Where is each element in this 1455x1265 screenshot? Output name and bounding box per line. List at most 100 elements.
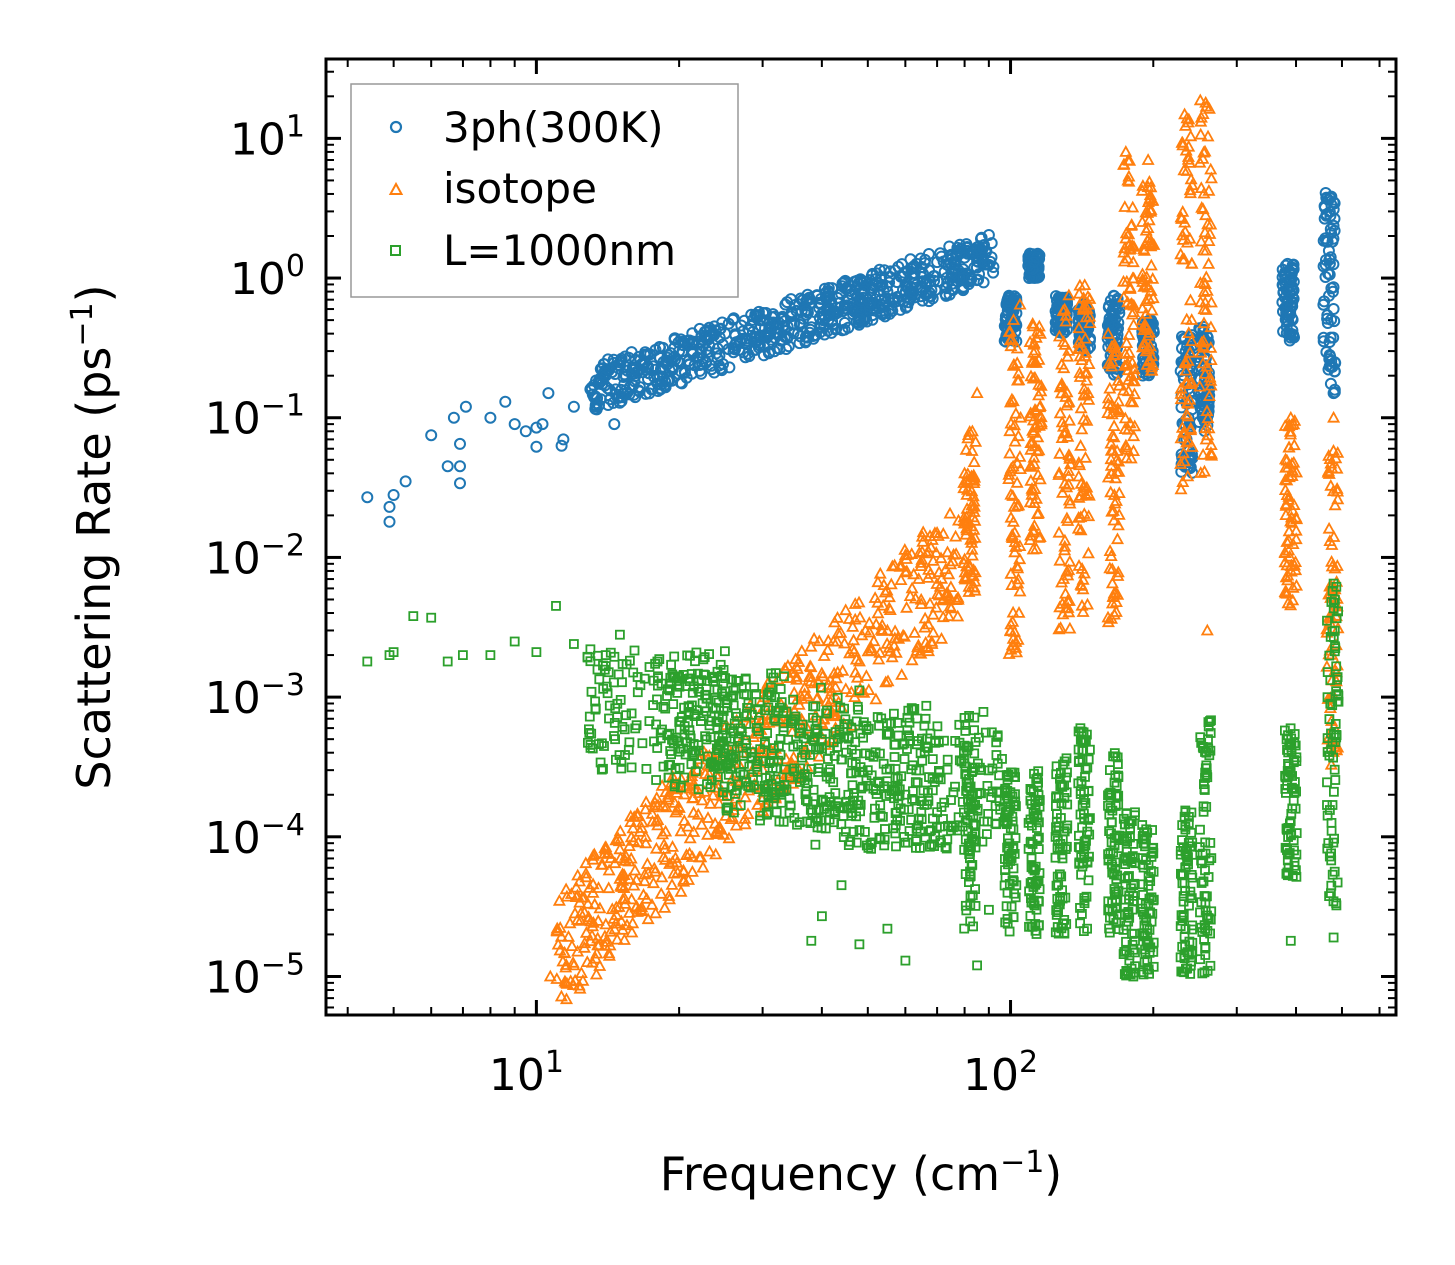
- data-point: [1101, 326, 1115, 339]
- data-point: [1083, 815, 1094, 825]
- y-tick-label: 100: [230, 249, 305, 305]
- data-point: [613, 356, 626, 369]
- data-point: [812, 634, 826, 647]
- data-point: [1027, 450, 1041, 463]
- data-point: [573, 874, 587, 887]
- data-point: [485, 650, 496, 660]
- data-point: [956, 756, 967, 767]
- data-point: [1127, 318, 1141, 330]
- data-point: [957, 556, 971, 568]
- data-point: [618, 853, 632, 866]
- data-point: [1119, 451, 1134, 464]
- data-point: [875, 618, 889, 631]
- data-point: [556, 954, 570, 967]
- data-point: [969, 712, 980, 723]
- data-point: [1081, 386, 1095, 399]
- data-point: [950, 249, 963, 262]
- data-point: [932, 721, 943, 732]
- data-point: [1121, 295, 1135, 308]
- data-point: [978, 707, 989, 717]
- data-point: [662, 889, 676, 901]
- data-point: [1083, 292, 1097, 304]
- data-point: [1013, 297, 1027, 310]
- data-point: [1112, 378, 1126, 391]
- data-point: [753, 704, 763, 714]
- data-point: [798, 733, 809, 744]
- data-point: [1083, 786, 1094, 797]
- data-point: [899, 804, 909, 815]
- data-point: [1057, 361, 1071, 374]
- data-point: [627, 363, 640, 376]
- data-point: [859, 669, 873, 681]
- data-point: [1119, 947, 1130, 957]
- data-point: [702, 779, 712, 790]
- data-point: [613, 842, 627, 855]
- data-point: [590, 946, 604, 959]
- data-point: [1285, 935, 1296, 946]
- data-point: [1074, 523, 1088, 536]
- data-point: [717, 688, 727, 699]
- data-point: [1112, 465, 1126, 477]
- data-point: [701, 811, 715, 823]
- data-point: [1103, 800, 1113, 811]
- data-point: [1105, 354, 1119, 367]
- data-point: [1032, 823, 1042, 833]
- data-point: [1104, 923, 1114, 934]
- data-point: [1195, 907, 1205, 918]
- x-tick-labels: 101 102: [489, 1045, 1038, 1101]
- data-point: [555, 439, 568, 452]
- data-point: [801, 689, 815, 702]
- data-point: [728, 726, 739, 736]
- data-point: [904, 731, 914, 741]
- data-point: [1327, 800, 1338, 810]
- data-point: [1204, 171, 1218, 184]
- data-point: [1127, 904, 1138, 915]
- data-point: [603, 667, 614, 678]
- data-point: [807, 631, 821, 644]
- data-point: [551, 937, 565, 950]
- data-point: [426, 612, 437, 623]
- data-point: [1127, 851, 1138, 861]
- data-point: [1010, 475, 1024, 488]
- data-point: [579, 866, 593, 879]
- data-point: [766, 690, 777, 701]
- data-point: [787, 685, 801, 698]
- data-point: [1328, 932, 1339, 943]
- data-point: [1202, 770, 1212, 780]
- data-point: [581, 896, 595, 909]
- data-point: [1105, 787, 1116, 798]
- data-point: [848, 690, 862, 702]
- data-point: [914, 556, 928, 568]
- data-point: [1112, 752, 1123, 763]
- data-point: [1202, 234, 1216, 247]
- data-point: [923, 743, 933, 753]
- data-point: [881, 764, 892, 775]
- data-point: [754, 715, 764, 726]
- data-point: [943, 599, 957, 612]
- data-point: [1199, 208, 1213, 221]
- data-point: [1104, 294, 1117, 307]
- data-point: [902, 725, 913, 735]
- data-point: [1199, 432, 1213, 445]
- data-point: [820, 823, 831, 834]
- data-point: [586, 916, 600, 928]
- data-point: [717, 712, 728, 722]
- data-point: [790, 304, 803, 317]
- data-point: [1101, 615, 1115, 628]
- data-point: [870, 276, 883, 289]
- data-point: [700, 731, 710, 742]
- data-point: [755, 815, 765, 826]
- data-point: [1031, 878, 1042, 888]
- data-point: [668, 699, 679, 709]
- data-point: [1004, 416, 1018, 429]
- data-point: [1055, 486, 1070, 498]
- data-point: [591, 938, 605, 951]
- data-point: [1121, 936, 1131, 947]
- data-point: [1080, 414, 1094, 426]
- data-point: [1001, 901, 1012, 912]
- data-point: [852, 701, 863, 712]
- data-point: [663, 760, 674, 771]
- data-point: [1052, 329, 1066, 342]
- data-point: [1321, 309, 1334, 322]
- data-point: [1120, 873, 1130, 884]
